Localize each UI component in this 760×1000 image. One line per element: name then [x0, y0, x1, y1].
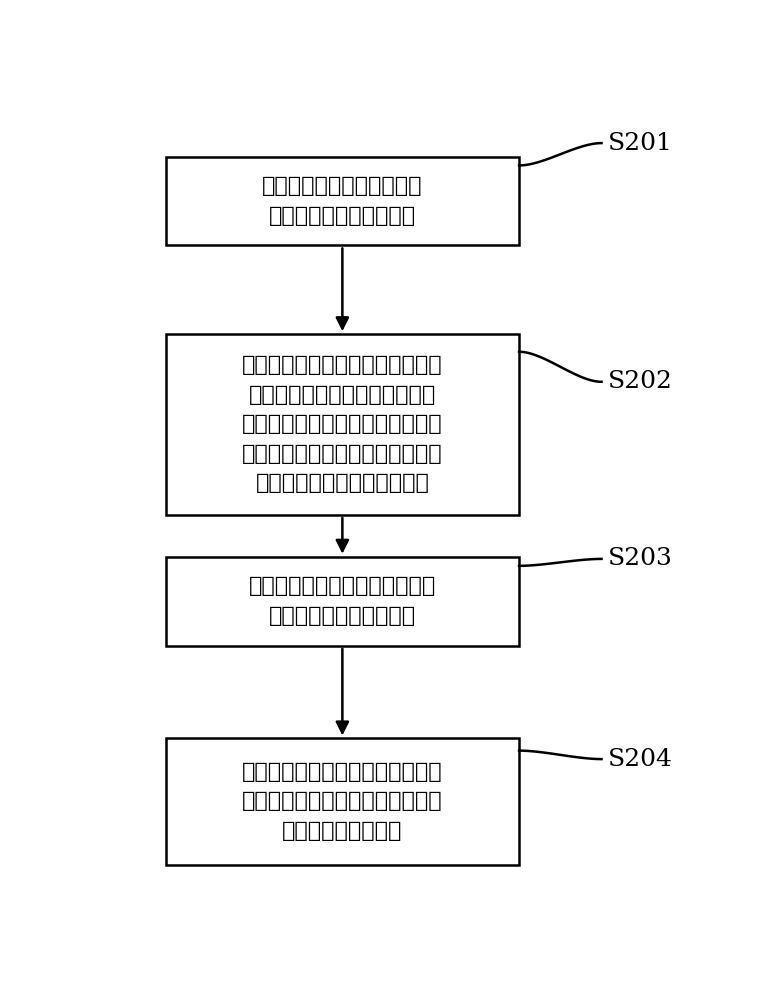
- Text: 比较该第一电池模块及该第
二电池模块的输出电压值: 比较该第一电池模块及该第 二电池模块的输出电压值: [262, 176, 423, 226]
- Text: 当该第一电池模块的输出电压值大
于该第二电池模块的输出电压值
时，导通该第一电池模块的第一充
电开关及第一放电开关，并导通该
第二电池模块的第二放电开关: 当该第一电池模块的输出电压值大 于该第二电池模块的输出电压值 时，导通该第一电池…: [242, 355, 442, 493]
- Text: S204: S204: [607, 748, 673, 771]
- FancyBboxPatch shape: [166, 334, 519, 515]
- Text: 判断该第二电池模块的放电电流
值是否大于一预设电流值: 判断该第二电池模块的放电电流 值是否大于一预设电流值: [249, 576, 436, 626]
- Text: S202: S202: [607, 370, 673, 393]
- Text: 当该第二电池模块的放电电流值大
于该预设电流值，导通该第二电池
模块的第二充电开关: 当该第二电池模块的放电电流值大 于该预设电流值，导通该第二电池 模块的第二充电开…: [242, 762, 442, 841]
- FancyBboxPatch shape: [166, 738, 519, 865]
- Text: S201: S201: [607, 132, 672, 155]
- FancyBboxPatch shape: [166, 157, 519, 245]
- Text: S203: S203: [607, 547, 673, 570]
- FancyBboxPatch shape: [166, 557, 519, 646]
